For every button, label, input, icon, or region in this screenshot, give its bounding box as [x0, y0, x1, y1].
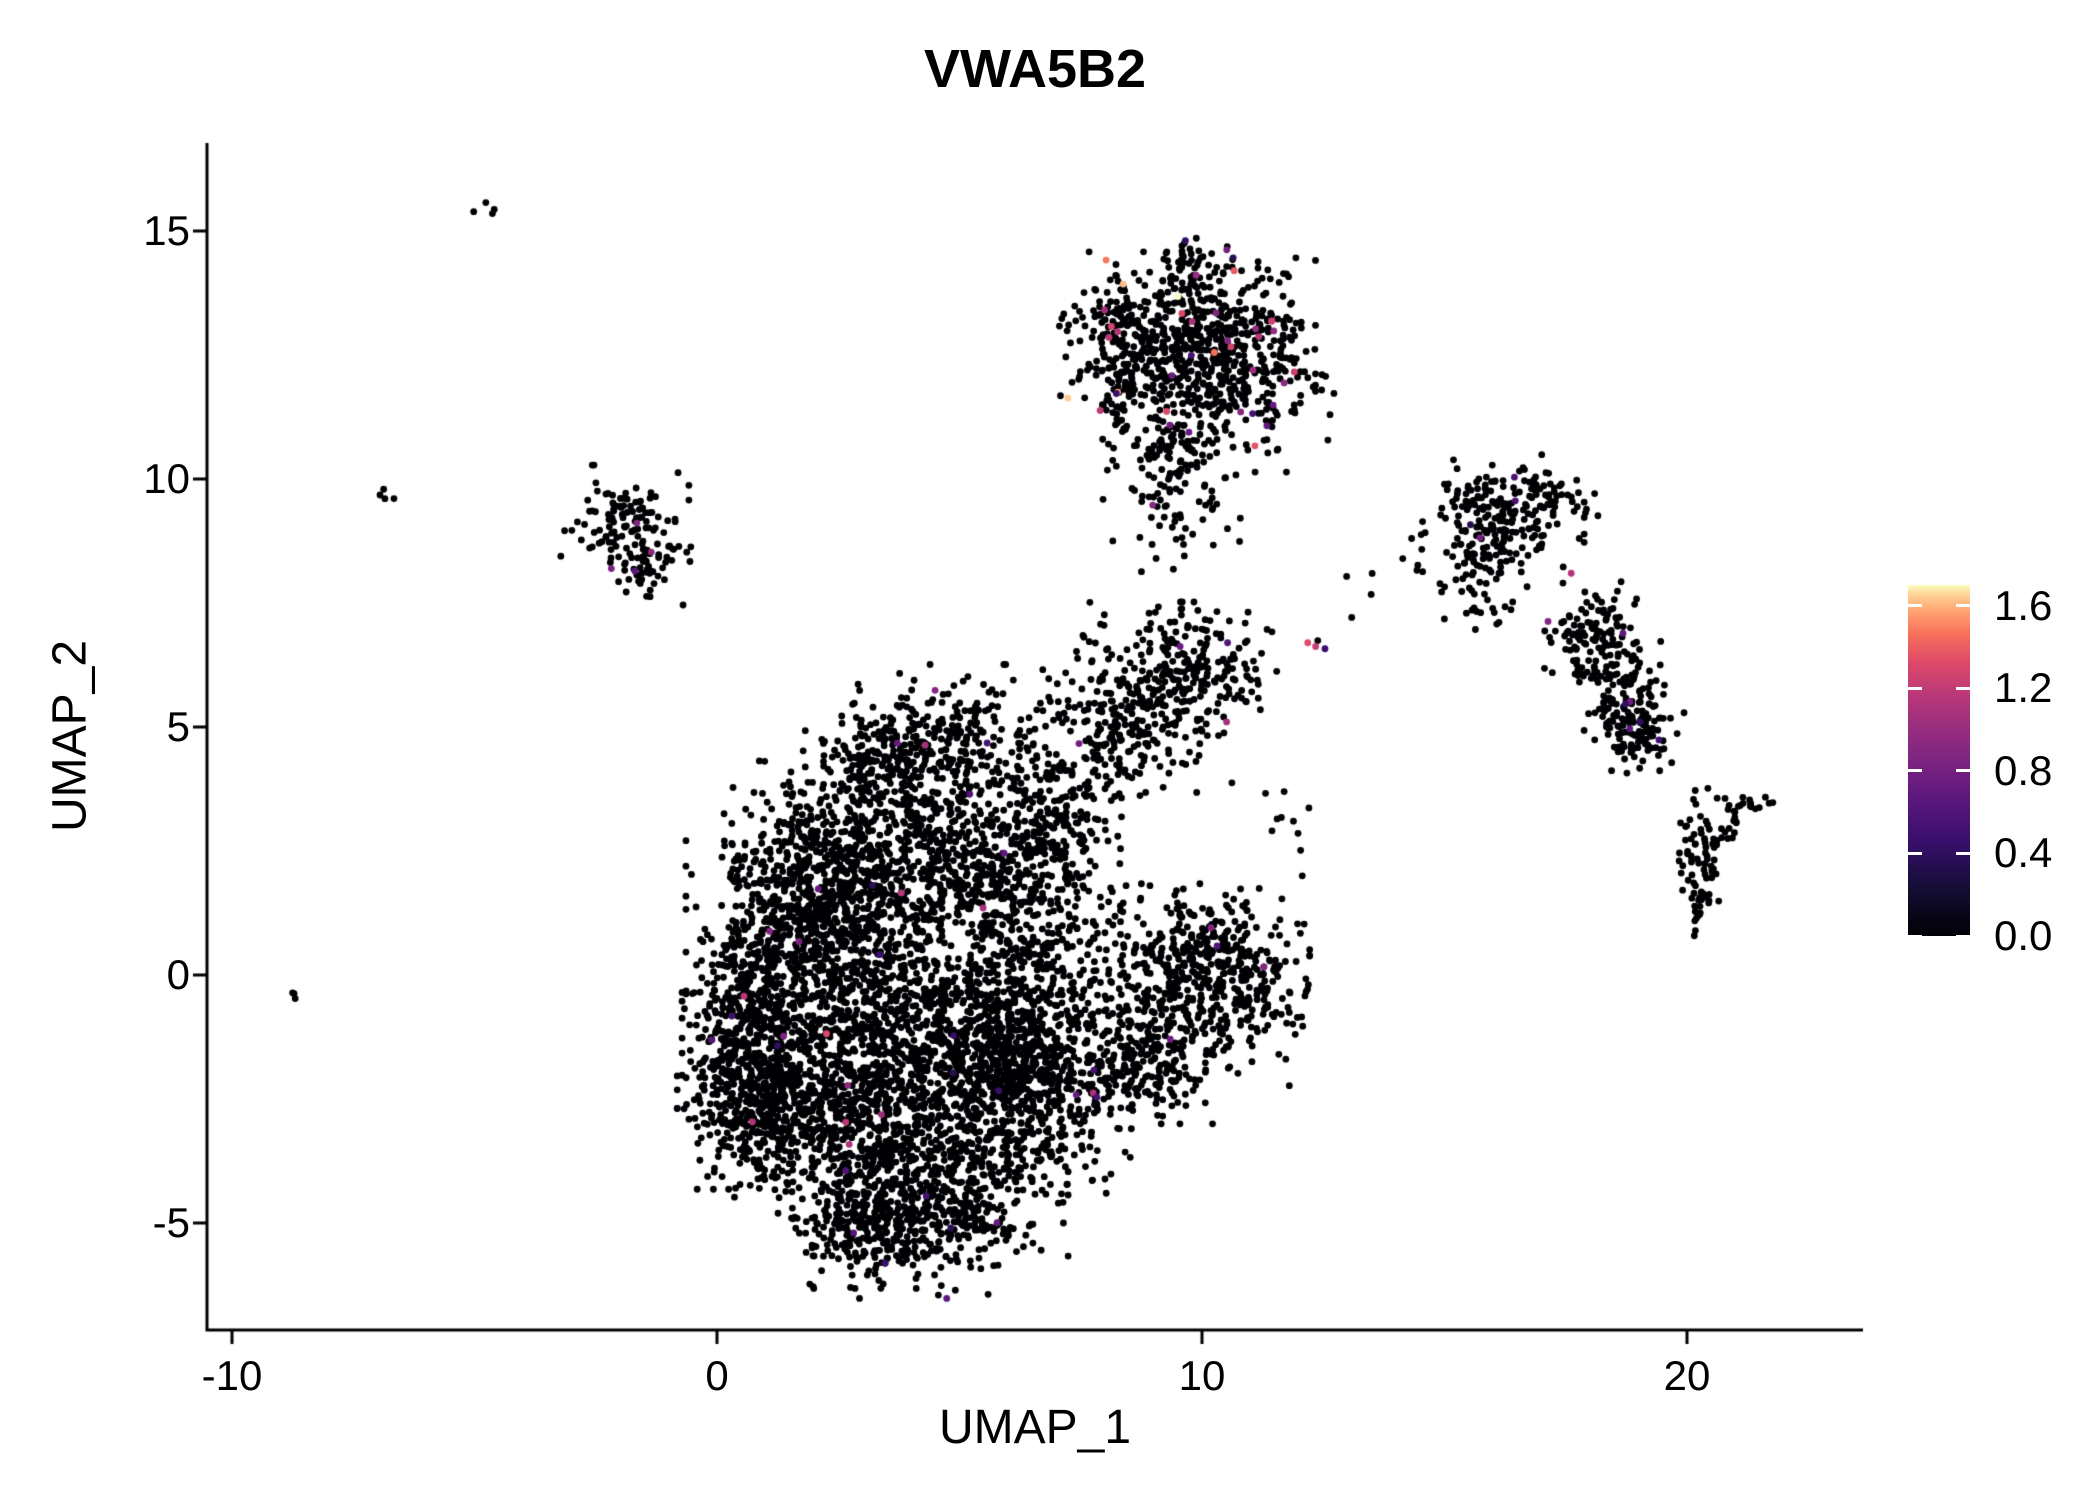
y-tick-label: 15	[143, 207, 190, 254]
y-axis-tick-labels: -5 0 5 10 15	[0, 0, 200, 1500]
x-tick-label: -10	[201, 1352, 263, 1399]
y-tick-label: -5	[152, 1199, 190, 1246]
x-tick-label: 20	[1663, 1352, 1711, 1399]
colorbar-gradient	[1908, 585, 1970, 936]
y-tick-label: 0	[166, 951, 190, 998]
x-tick-label: 0	[705, 1352, 729, 1399]
plot-title: VWA5B2	[923, 39, 1147, 99]
y-tick-label: 10	[143, 455, 190, 502]
x-axis-tick-labels: -10 0 10 20	[0, 1352, 2100, 1402]
x-tick-label: 10	[1178, 1352, 1226, 1399]
x-axis-title: UMAP_1	[938, 1401, 1132, 1454]
y-tick-label: 5	[166, 703, 190, 750]
